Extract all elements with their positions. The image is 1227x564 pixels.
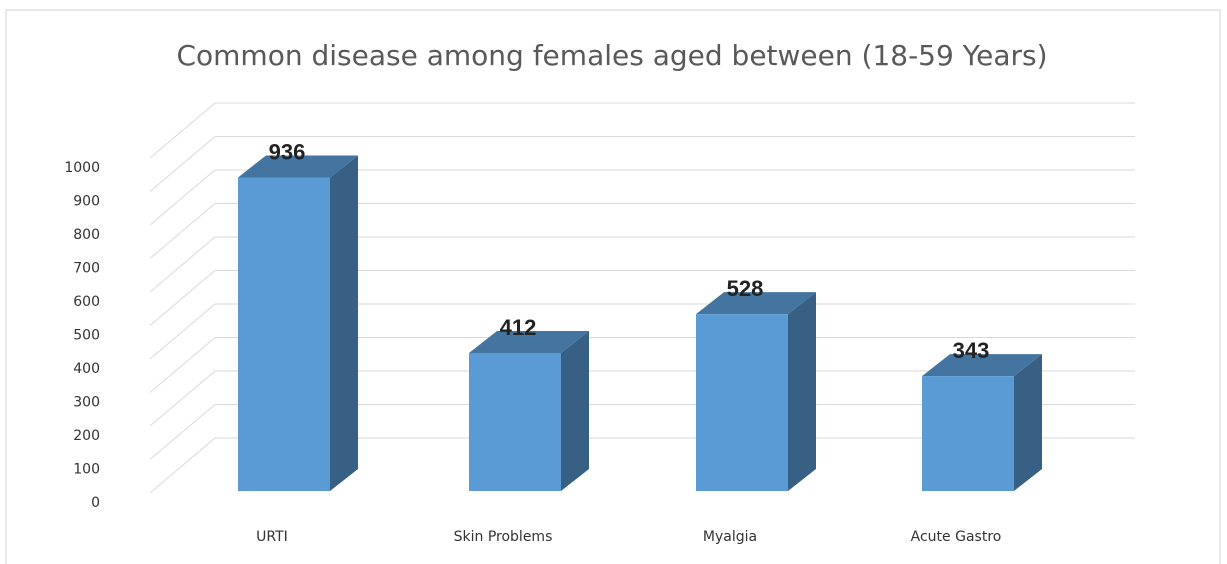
y-tick-label: 200 xyxy=(73,428,100,444)
data-label: 343 xyxy=(953,338,990,363)
y-tick-label: 100 xyxy=(73,462,100,478)
grid-line xyxy=(149,102,1135,159)
y-tick-label: 700 xyxy=(73,261,100,277)
grid-line xyxy=(149,404,1135,460)
bar-front xyxy=(469,352,561,491)
grid-line xyxy=(149,370,1135,427)
bar-top xyxy=(696,292,816,315)
bar-side xyxy=(1014,354,1042,491)
y-tick-label: 900 xyxy=(73,194,100,210)
grid-line xyxy=(149,236,1135,293)
bar-side xyxy=(788,292,816,491)
data-label: 412 xyxy=(500,315,537,340)
bar-top xyxy=(238,155,358,178)
bar-front xyxy=(696,314,788,491)
grid-line xyxy=(149,303,1135,360)
grid-line xyxy=(149,203,1135,259)
bar-front xyxy=(922,376,1014,491)
x-tick-label: Myalgia xyxy=(703,529,757,545)
bar xyxy=(696,292,816,491)
y-tick-label: 800 xyxy=(73,227,100,243)
grid-line xyxy=(149,270,1135,326)
bar xyxy=(238,155,358,491)
y-tick-label: 500 xyxy=(73,328,100,344)
bar xyxy=(922,354,1042,491)
grid-line xyxy=(149,169,1135,226)
y-tick-label: 400 xyxy=(73,361,100,377)
y-tick-label: 1000 xyxy=(64,160,100,176)
x-tick-label: Skin Problems xyxy=(454,529,553,545)
bar-side xyxy=(561,330,589,491)
bar-side xyxy=(330,155,358,491)
grid-line xyxy=(149,437,1135,494)
bar-top xyxy=(922,354,1042,377)
bar-top xyxy=(469,330,589,353)
x-tick-label: URTI xyxy=(256,529,288,545)
grid-line xyxy=(149,337,1135,393)
chart-title: Common disease among females aged betwee… xyxy=(176,39,1047,72)
y-tick-label: 300 xyxy=(73,395,100,411)
y-tick-label: 600 xyxy=(73,294,100,310)
bar xyxy=(469,330,589,491)
chart-border xyxy=(5,9,1221,564)
bar-front xyxy=(238,177,330,491)
data-label: 528 xyxy=(727,276,764,301)
data-label: 936 xyxy=(269,139,306,164)
grid-line xyxy=(149,136,1135,192)
y-tick-label: 0 xyxy=(91,495,100,511)
x-tick-label: Acute Gastro xyxy=(911,529,1002,545)
